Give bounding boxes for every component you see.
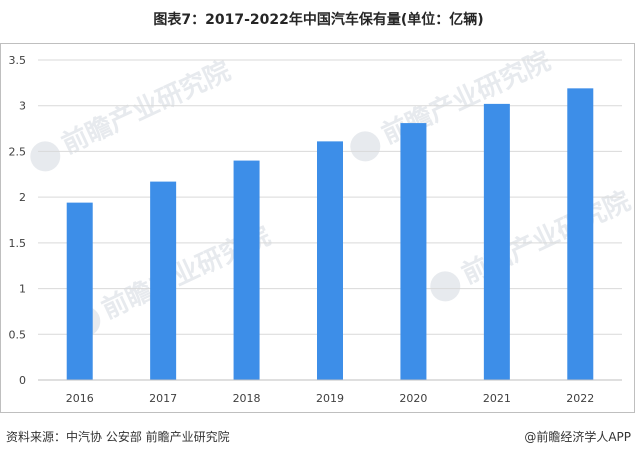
x-tick-label: 2016 — [66, 392, 94, 405]
plot-frame — [0, 43, 635, 413]
x-tick-label: 2020 — [399, 392, 427, 405]
bar-2019 — [317, 141, 343, 380]
x-tick-label: 2017 — [149, 392, 177, 405]
source-note: 资料来源：中汽协 公安部 前瞻产业研究院 — [6, 430, 230, 444]
bar-chart: 0 0.5 1 1.5 2 2.5 3 3.5 2016 2017 2018 2019 2020 202… — [9, 54, 622, 405]
y-tick-label: 3.5 — [9, 54, 27, 67]
bar-2016 — [66, 202, 93, 380]
y-tick-label: 2.5 — [9, 145, 27, 158]
bars — [66, 88, 594, 380]
x-tick-label: 2018 — [233, 392, 261, 405]
bar-2018 — [233, 160, 260, 380]
y-tick-label: 1 — [19, 283, 26, 296]
y-tick-label: 2 — [19, 191, 26, 204]
x-tick-label: 2019 — [316, 392, 344, 405]
x-axis-ticks: 2016 2017 2018 2019 2020 2021 2022 — [66, 392, 595, 405]
y-tick-label: 0 — [19, 374, 26, 387]
x-tick-label: 2022 — [566, 392, 594, 405]
bar-2017 — [150, 181, 177, 380]
y-tick-label: 1.5 — [9, 237, 27, 250]
y-axis-ticks: 0 0.5 1 1.5 2 2.5 3 3.5 — [9, 54, 27, 387]
y-tick-label: 3 — [19, 100, 26, 113]
bar-2020 — [400, 123, 427, 380]
y-tick-label: 0.5 — [9, 328, 27, 341]
bar-2022 — [567, 88, 594, 380]
x-tick-label: 2021 — [483, 392, 511, 405]
bar-2021 — [483, 103, 510, 380]
chart-title: 图表7：2017-2022年中国汽车保有量(单位：亿辆) — [153, 12, 484, 28]
credit-text: @前瞻经济学人APP — [524, 430, 631, 444]
